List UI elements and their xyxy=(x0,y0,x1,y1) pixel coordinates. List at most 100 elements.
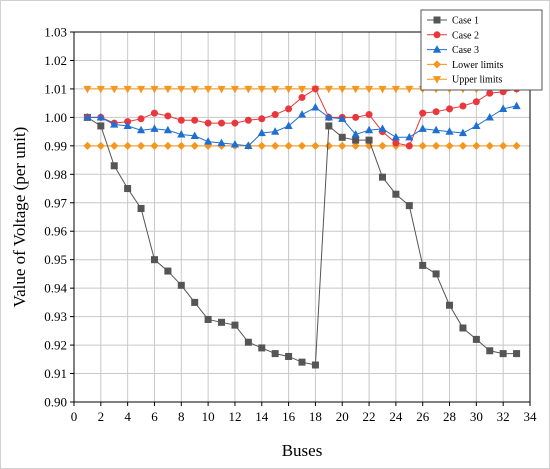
data-point xyxy=(257,85,266,94)
data-point xyxy=(150,85,159,94)
data-point xyxy=(297,141,307,150)
data-point xyxy=(218,119,226,127)
data-point xyxy=(392,190,400,198)
data-point xyxy=(244,85,253,94)
legend-marker xyxy=(433,16,441,24)
data-point xyxy=(392,139,400,147)
data-point xyxy=(177,116,185,124)
data-point xyxy=(257,128,266,137)
data-point xyxy=(191,116,199,124)
series-lower-limits xyxy=(83,141,521,150)
data-point xyxy=(432,125,441,134)
data-point xyxy=(163,141,172,150)
data-point xyxy=(405,132,414,141)
data-point xyxy=(432,141,441,150)
legend-item: Upper limits xyxy=(427,75,502,86)
data-point xyxy=(364,125,374,134)
data-point xyxy=(499,104,508,112)
data-point xyxy=(485,112,494,121)
data-point xyxy=(190,131,199,139)
data-point xyxy=(472,98,480,106)
data-point xyxy=(351,141,360,150)
data-point xyxy=(298,358,306,366)
data-point xyxy=(137,115,145,123)
x-axis-label: Buses xyxy=(282,441,323,460)
data-point xyxy=(123,85,132,94)
data-point xyxy=(338,133,346,141)
data-point xyxy=(258,115,266,123)
data-point xyxy=(405,202,413,210)
data-point xyxy=(230,139,240,148)
data-point xyxy=(352,113,360,121)
x-tick-label: 32 xyxy=(497,409,510,424)
legend-item: Lower limits xyxy=(427,60,503,71)
data-point xyxy=(177,281,185,289)
data-point xyxy=(244,141,253,149)
data-point xyxy=(459,102,467,110)
data-point xyxy=(217,138,226,147)
x-tick-label: 18 xyxy=(309,409,322,424)
data-point xyxy=(191,298,199,306)
data-point xyxy=(96,112,105,121)
data-point xyxy=(297,85,307,94)
legend-item: Case 2 xyxy=(427,30,479,41)
data-point xyxy=(338,85,347,94)
data-point xyxy=(391,132,400,141)
data-point xyxy=(365,136,373,144)
data-point xyxy=(124,185,132,193)
data-point xyxy=(445,127,454,135)
x-tick-label: 28 xyxy=(443,409,456,424)
y-tick-label: 0.90 xyxy=(44,395,67,410)
data-point xyxy=(97,122,105,130)
data-point xyxy=(446,301,454,309)
plot-area xyxy=(73,31,531,403)
legend-label: Case 1 xyxy=(452,16,479,27)
data-point xyxy=(258,344,266,352)
y-tick-label: 1.01 xyxy=(44,81,67,96)
legend-label: Case 3 xyxy=(452,45,479,56)
y-tick-label: 0.95 xyxy=(44,252,67,267)
y-tick-label: 0.96 xyxy=(44,224,67,239)
legend-label: Lower limits xyxy=(452,60,503,71)
y-tick-label: 1.03 xyxy=(44,25,67,40)
data-point xyxy=(432,270,440,278)
data-point xyxy=(244,338,252,346)
x-tick-label: 16 xyxy=(282,409,296,424)
data-point xyxy=(284,121,293,130)
series-line xyxy=(87,116,517,366)
data-point xyxy=(458,141,467,150)
x-tick-label: 26 xyxy=(416,409,430,424)
data-point xyxy=(499,350,507,358)
series-case-2 xyxy=(83,85,521,150)
data-point xyxy=(298,93,306,101)
x-tick-label: 8 xyxy=(178,409,185,424)
data-point xyxy=(230,85,240,94)
data-point xyxy=(445,141,454,150)
data-point xyxy=(472,141,481,150)
data-point xyxy=(284,85,293,94)
data-point xyxy=(137,204,145,212)
data-point xyxy=(177,141,186,150)
data-point xyxy=(458,128,468,137)
data-point xyxy=(271,350,279,358)
legend: Case 1 Case 2 Case 3 Lower limits Upper limi… xyxy=(420,9,543,91)
legend-item: Case 1 xyxy=(427,16,479,27)
data-point xyxy=(177,85,186,94)
data-point xyxy=(351,85,360,94)
x-tick-label: 34 xyxy=(524,409,538,424)
data-point xyxy=(204,85,213,94)
data-point xyxy=(311,85,319,93)
legend-item: Case 3 xyxy=(427,45,479,56)
legend-marker xyxy=(432,60,442,69)
data-point xyxy=(486,347,494,355)
data-point xyxy=(177,130,186,138)
data-point xyxy=(459,324,467,332)
data-point xyxy=(83,112,92,121)
series-case-3 xyxy=(83,101,521,149)
data-point xyxy=(123,121,132,130)
x-tick-label: 24 xyxy=(389,409,403,424)
data-point xyxy=(163,125,172,134)
data-point xyxy=(432,108,440,116)
data-point xyxy=(123,141,132,150)
